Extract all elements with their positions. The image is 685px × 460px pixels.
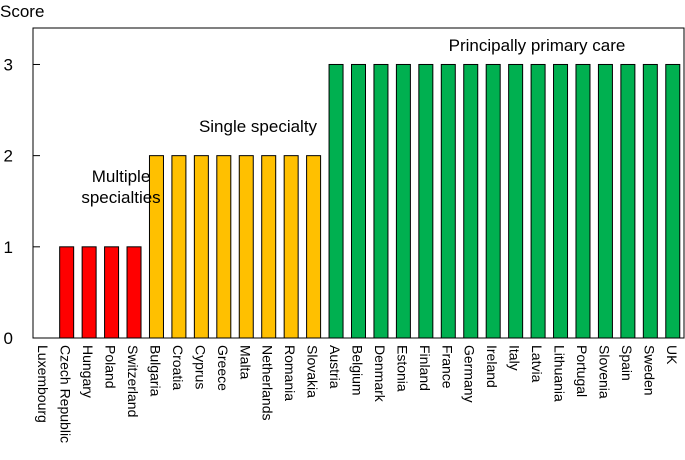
x-tick-label: Denmark <box>372 345 388 403</box>
y-axis: 0 1 2 3 <box>4 55 40 348</box>
bar <box>104 246 120 339</box>
x-tick-label: Cyprus <box>192 345 208 389</box>
x-tick-label: UK <box>664 345 680 365</box>
bar <box>440 63 456 339</box>
x-tick-label: Greece <box>215 345 231 391</box>
bar <box>351 63 366 339</box>
x-tick-label: Spain <box>619 345 635 381</box>
x-tick-label: Italy <box>507 345 523 371</box>
x-tick-label: Czech Republic <box>58 345 74 443</box>
x-tick-label: Estonia <box>394 345 410 392</box>
bar <box>238 155 254 339</box>
group-annotation-label: specialties <box>81 188 160 207</box>
group-annotations: Multiple specialties Single specialty Princ… <box>81 36 625 207</box>
x-tick-label: Switzerland <box>125 345 141 417</box>
bar <box>665 63 681 339</box>
x-tick-label: Slovakia <box>305 345 321 398</box>
x-tick-label: Germany <box>462 345 478 403</box>
x-tick-label: Finland <box>417 345 433 391</box>
x-tick-label: Slovenia <box>596 345 612 399</box>
bar <box>373 63 389 339</box>
bar <box>642 63 658 339</box>
y-tick-label: 1 <box>4 238 13 257</box>
bar <box>463 63 479 339</box>
bar <box>395 63 411 339</box>
x-tick-label: Hungary <box>80 345 96 398</box>
y-tick-label: 3 <box>4 55 13 74</box>
x-tick-label: Malta <box>237 345 253 379</box>
bar-series <box>59 63 681 339</box>
x-tick-label: Sweden <box>641 345 657 396</box>
x-tick-label: Latvia <box>529 345 545 383</box>
x-tick-label: Austria <box>327 345 343 389</box>
x-tick-label: Romania <box>282 345 298 401</box>
bar <box>485 63 501 339</box>
group-annotation-label: Principally primary care <box>449 36 626 55</box>
y-axis-title: Score <box>0 2 44 21</box>
x-tick-label: Croatia <box>170 345 186 390</box>
bar <box>261 155 277 339</box>
group-annotation-label: Single specialty <box>199 117 318 136</box>
x-tick-label: Poland <box>103 345 119 389</box>
bar <box>193 155 209 339</box>
bar <box>126 246 142 339</box>
x-tick-label: Netherlands <box>260 345 276 421</box>
x-tick-label: Lithuania <box>552 345 568 402</box>
bar <box>328 63 344 339</box>
x-tick-label: Ireland <box>484 345 500 388</box>
x-tick-label: France <box>439 345 455 389</box>
bar <box>59 246 75 339</box>
bar <box>216 155 232 339</box>
x-axis-labels: Luxembourg Czech Republic Hungary Poland Swi… <box>35 345 680 443</box>
x-tick-label: Portugal <box>574 345 590 397</box>
bar <box>148 155 164 339</box>
x-tick-label: Luxembourg <box>35 345 51 423</box>
bar <box>575 63 591 339</box>
group-annotation-label: Multiple <box>92 167 151 186</box>
bar <box>418 63 434 339</box>
bar <box>508 63 524 339</box>
bar <box>620 63 636 339</box>
bar <box>530 63 546 339</box>
bar <box>171 155 187 339</box>
x-tick-label: Belgium <box>350 345 366 396</box>
y-tick-label: 2 <box>4 147 13 166</box>
bar <box>597 63 613 339</box>
x-tick-label: Bulgaria <box>147 345 163 397</box>
y-tick-label: 0 <box>4 329 13 348</box>
bar <box>553 63 569 339</box>
bar <box>306 155 322 339</box>
bar <box>81 246 97 339</box>
bar <box>283 155 299 339</box>
